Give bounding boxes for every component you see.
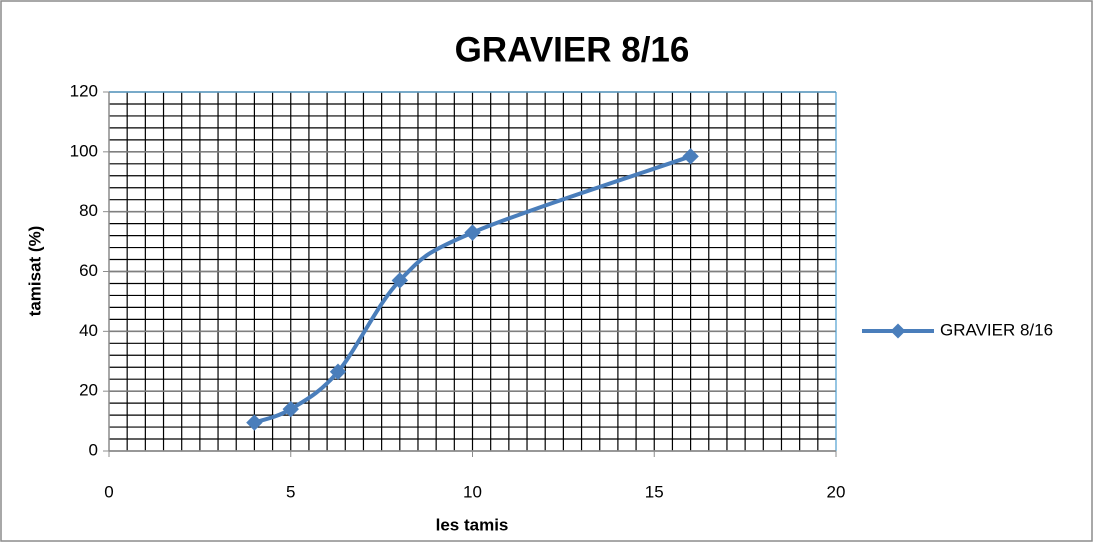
data-point — [282, 400, 299, 418]
legend-marker — [890, 323, 906, 339]
x-axis-label: les tamis — [436, 515, 509, 534]
data-point — [682, 148, 699, 165]
chart-title: GRAVIER 8/16 — [455, 30, 690, 69]
x-tick-label: 10 — [463, 482, 482, 501]
legend-label: GRAVIER 8/16 — [940, 320, 1053, 339]
y-axis-label: tamisat (%) — [25, 226, 44, 317]
y-tick-label: 40 — [79, 321, 98, 340]
data-point — [329, 363, 347, 380]
y-tick-label: 60 — [79, 261, 98, 280]
y-tick-label: 0 — [89, 440, 98, 459]
data-point — [391, 272, 409, 289]
x-tick-label: 5 — [286, 482, 295, 501]
x-tick-label: 15 — [645, 482, 664, 501]
y-tick-label: 20 — [79, 381, 98, 400]
y-tick-label: 80 — [79, 201, 98, 220]
y-tick-label: 100 — [70, 141, 98, 160]
data-point — [246, 414, 263, 431]
x-tick-label: 0 — [104, 482, 113, 501]
x-tick-label: 20 — [827, 482, 846, 501]
y-tick-label: 120 — [70, 81, 98, 100]
data-point — [464, 224, 481, 241]
